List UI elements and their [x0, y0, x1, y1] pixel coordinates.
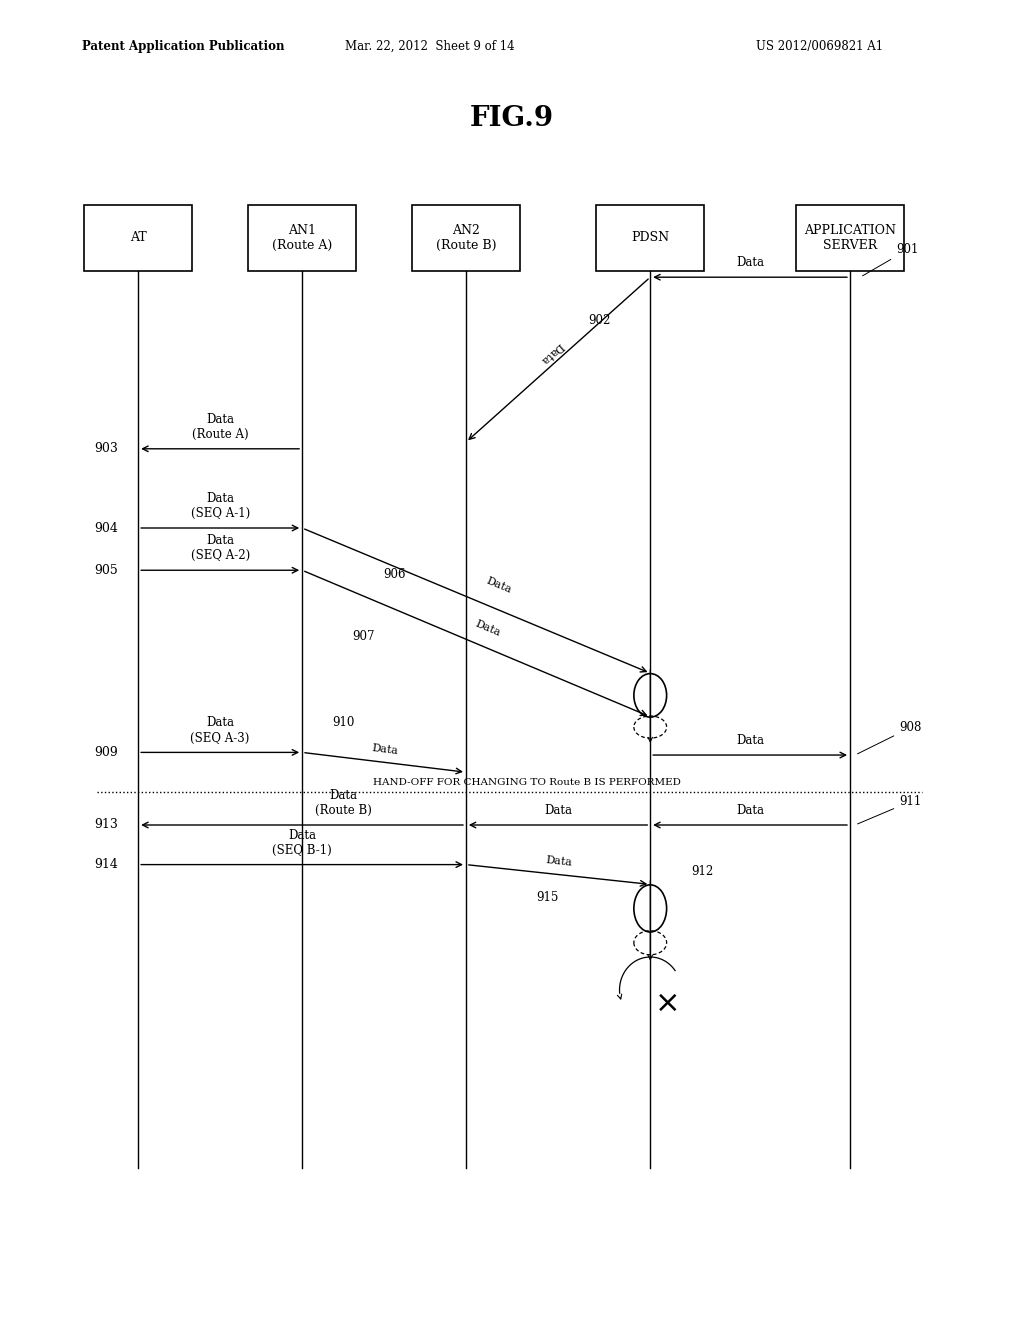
Text: HAND-OFF FOR CHANGING TO Route B IS PERFORMED: HAND-OFF FOR CHANGING TO Route B IS PERF… — [374, 777, 681, 787]
Text: 904: 904 — [94, 521, 118, 535]
Text: 905: 905 — [94, 564, 118, 577]
Text: Data: Data — [545, 855, 572, 869]
Text: 911: 911 — [857, 795, 922, 824]
Text: 910: 910 — [332, 715, 354, 729]
Text: AN2
(Route B): AN2 (Route B) — [435, 223, 497, 252]
Text: AT: AT — [130, 231, 146, 244]
Bar — [596, 205, 705, 271]
Bar — [248, 205, 356, 271]
Text: Data: Data — [538, 341, 564, 366]
Bar — [797, 205, 903, 271]
Text: 901: 901 — [862, 243, 919, 276]
Text: Data: Data — [544, 804, 572, 817]
Text: Data
(Route A): Data (Route A) — [191, 413, 249, 441]
Text: PDSN: PDSN — [631, 231, 670, 244]
Text: Data
(Route B): Data (Route B) — [314, 789, 372, 817]
Text: 902: 902 — [588, 314, 610, 326]
Text: Data
(SEQ A-1): Data (SEQ A-1) — [190, 492, 250, 520]
Text: Data
(SEQ A-3): Data (SEQ A-3) — [190, 717, 250, 744]
Text: Data: Data — [736, 734, 764, 747]
Text: $\times$: $\times$ — [654, 987, 677, 1019]
Text: 909: 909 — [94, 746, 118, 759]
Text: 912: 912 — [691, 865, 714, 878]
Text: Data: Data — [474, 619, 503, 638]
Text: 914: 914 — [94, 858, 118, 871]
Text: 907: 907 — [352, 630, 375, 643]
Text: 903: 903 — [94, 442, 118, 455]
Text: 906: 906 — [383, 568, 406, 581]
Text: Data: Data — [371, 743, 398, 756]
Text: Data: Data — [484, 576, 513, 595]
Text: Mar. 22, 2012  Sheet 9 of 14: Mar. 22, 2012 Sheet 9 of 14 — [345, 40, 515, 53]
Text: Data
(SEQ A-2): Data (SEQ A-2) — [190, 535, 250, 562]
Text: 913: 913 — [94, 818, 118, 832]
Text: AN1
(Route A): AN1 (Route A) — [272, 223, 332, 252]
Text: Data
(SEQ B-1): Data (SEQ B-1) — [272, 829, 332, 857]
Text: Data: Data — [736, 256, 764, 269]
Text: FIG.9: FIG.9 — [470, 106, 554, 132]
Text: APPLICATION
SERVER: APPLICATION SERVER — [804, 223, 896, 252]
Bar — [85, 205, 193, 271]
Text: Data: Data — [736, 804, 764, 817]
Text: 915: 915 — [537, 891, 559, 903]
Text: Patent Application Publication: Patent Application Publication — [82, 40, 285, 53]
Text: US 2012/0069821 A1: US 2012/0069821 A1 — [756, 40, 883, 53]
Bar — [412, 205, 520, 271]
Text: 908: 908 — [857, 721, 922, 754]
